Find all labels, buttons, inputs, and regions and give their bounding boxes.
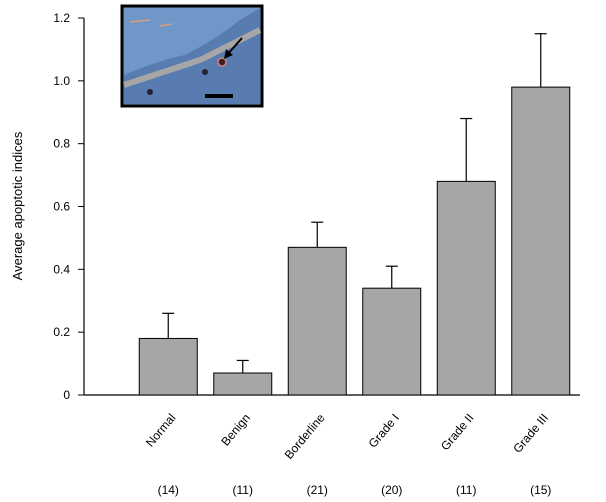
- x-tick-label: Grade III: [510, 411, 551, 456]
- n-label: (11): [456, 483, 476, 497]
- n-label: (15): [530, 483, 551, 497]
- bar: [139, 338, 197, 395]
- bar: [214, 373, 272, 395]
- y-tick-label: 0.4: [53, 262, 70, 276]
- y-tick-label: 0.2: [53, 325, 70, 339]
- y-tick-label: 0: [63, 388, 70, 402]
- y-axis-label: Average apoptotic indices: [10, 131, 25, 280]
- bar: [363, 288, 421, 395]
- y-tick-label: 1.0: [53, 74, 70, 88]
- n-label: (21): [307, 483, 328, 497]
- chart: Average apoptotic indices 0 0.2 0.4 0.6 0.8 1…: [0, 0, 606, 502]
- bar: [288, 247, 346, 395]
- inset-micrograph: [122, 6, 262, 106]
- n-label: (14): [158, 483, 179, 497]
- y-tick-label: 0.8: [53, 137, 70, 151]
- y-tick-label: 0.6: [53, 200, 70, 214]
- bar: [512, 87, 570, 395]
- x-tick-label: Normal: [143, 411, 179, 450]
- n-label: (11): [233, 483, 253, 497]
- n-label: (20): [381, 483, 402, 497]
- x-tick-label: Benign: [218, 411, 253, 449]
- x-tick-label: Grade I: [366, 411, 402, 451]
- y-tick-label: 1.2: [53, 11, 70, 25]
- x-tick-label: Grade II: [438, 411, 477, 453]
- x-tick-label: Borderline: [282, 411, 328, 462]
- bar: [437, 181, 495, 395]
